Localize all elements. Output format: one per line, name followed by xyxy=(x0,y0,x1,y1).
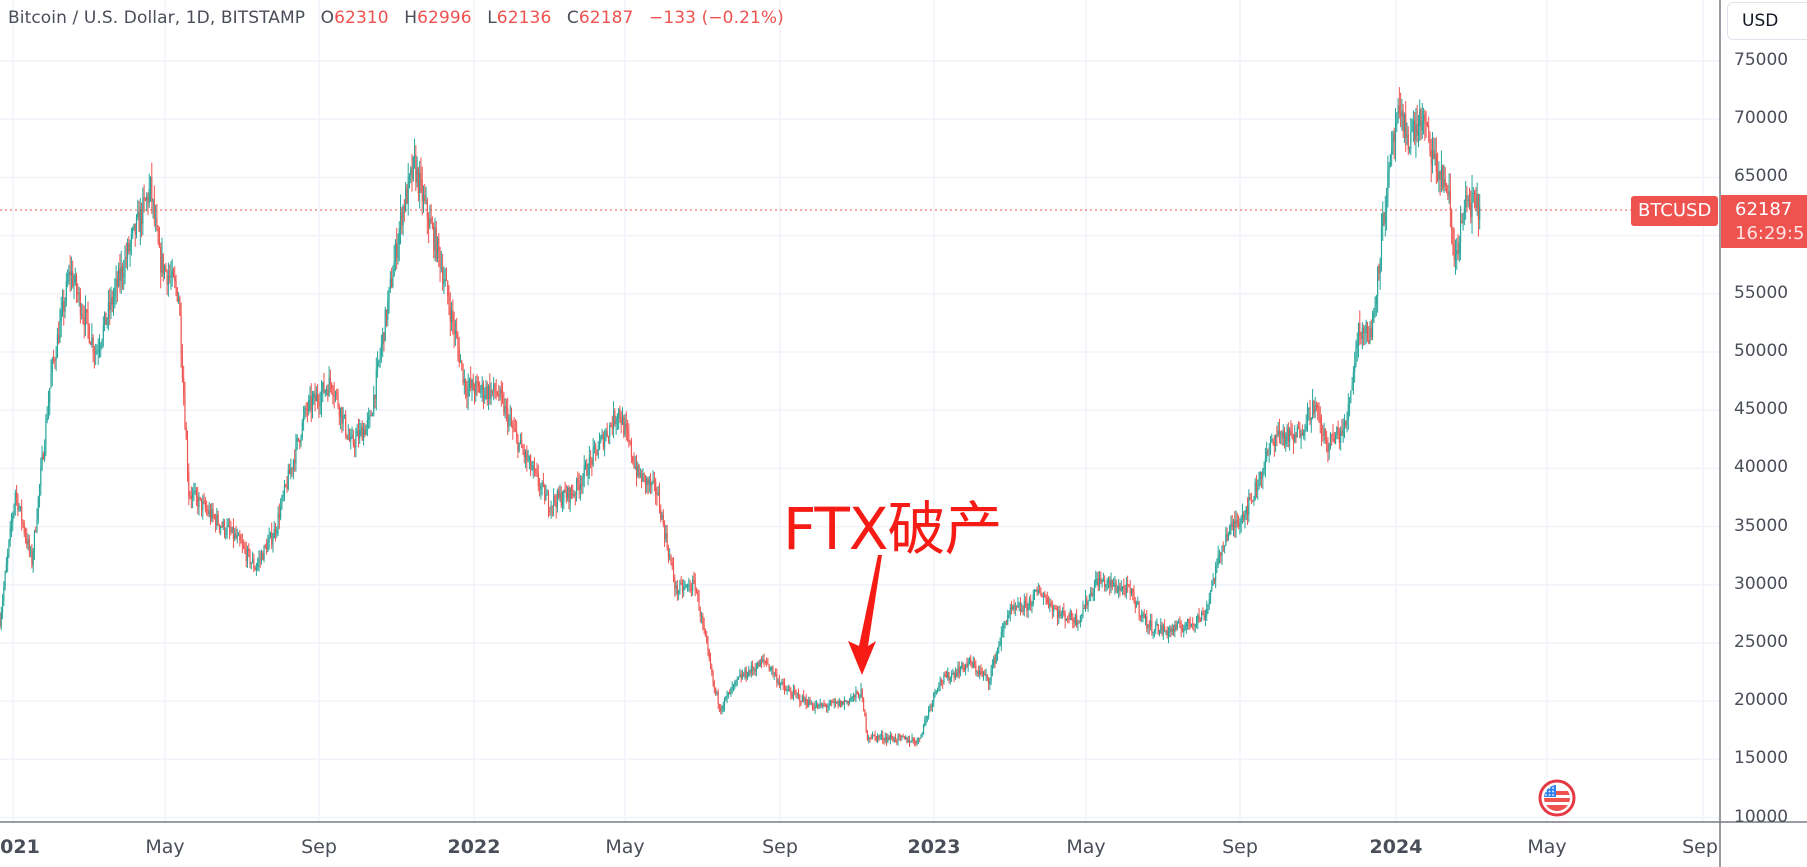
time-tick-label: Sep xyxy=(1222,836,1258,858)
low-value: 62136 xyxy=(496,8,552,28)
time-tick-label: May xyxy=(1066,836,1106,858)
price-tick-label: 25000 xyxy=(1734,632,1789,652)
price-tick-label: 15000 xyxy=(1734,748,1789,769)
time-tick-label: 021 xyxy=(0,836,40,858)
open-value: 62310 xyxy=(334,8,389,28)
price-tick-label: 65000 xyxy=(1734,166,1789,187)
time-tick-label: 2024 xyxy=(1369,836,1423,858)
price-tick-label: 50000 xyxy=(1734,341,1789,361)
change-value: −133 (−0.21%) xyxy=(649,8,784,28)
symbol-legend: Bitcoin / U.S. Dollar, 1D, BITSTAMP O623… xyxy=(8,8,784,28)
high-label: H xyxy=(404,8,418,28)
currency-button[interactable]: USD xyxy=(1727,2,1807,40)
close-label: C xyxy=(566,8,579,28)
low-label: L xyxy=(487,8,497,28)
price-tick-label: 45000 xyxy=(1734,399,1789,420)
time-tick-label: May xyxy=(605,836,645,858)
candlestick-series xyxy=(0,87,1481,747)
price-tick-label: 70000 xyxy=(1734,108,1789,129)
bar-countdown: 16:29:5 xyxy=(1735,223,1805,244)
symbol-description: Bitcoin / U.S. Dollar, 1D, BITSTAMP xyxy=(8,8,306,28)
annotation-arrow xyxy=(848,555,882,675)
grid-lines xyxy=(0,0,1720,822)
open-label: O xyxy=(320,8,335,28)
price-tick-label: 20000 xyxy=(1734,690,1789,711)
time-tick-label: Sep xyxy=(762,836,798,858)
price-tick-label: 40000 xyxy=(1734,457,1789,478)
time-tick-label: Sep xyxy=(301,836,337,858)
time-tick-label: May xyxy=(1527,836,1567,858)
price-tick-label: 35000 xyxy=(1734,515,1789,536)
close-value: 62187 xyxy=(578,8,634,28)
ftx-annotation-text: FTX破产 xyxy=(783,495,1003,563)
last-price-tag: 62187 16:29:5 xyxy=(1721,195,1807,248)
price-tick-label: 55000 xyxy=(1734,282,1789,303)
price-tick-label: 10000 xyxy=(1734,806,1789,827)
price-tick-label: 30000 xyxy=(1734,573,1789,594)
us-flag-event-icon[interactable] xyxy=(1538,779,1576,817)
last-price: 62187 xyxy=(1735,199,1793,220)
symbol-price-tag: BTCUSD xyxy=(1631,196,1718,226)
high-value: 62996 xyxy=(417,8,472,28)
price-tick-label: 75000 xyxy=(1734,50,1789,70)
time-tick-label: 2022 xyxy=(447,836,501,858)
time-tick-label: Sep xyxy=(1682,836,1718,858)
time-tick-label: May xyxy=(145,836,185,858)
time-tick-label: 2023 xyxy=(907,836,961,858)
